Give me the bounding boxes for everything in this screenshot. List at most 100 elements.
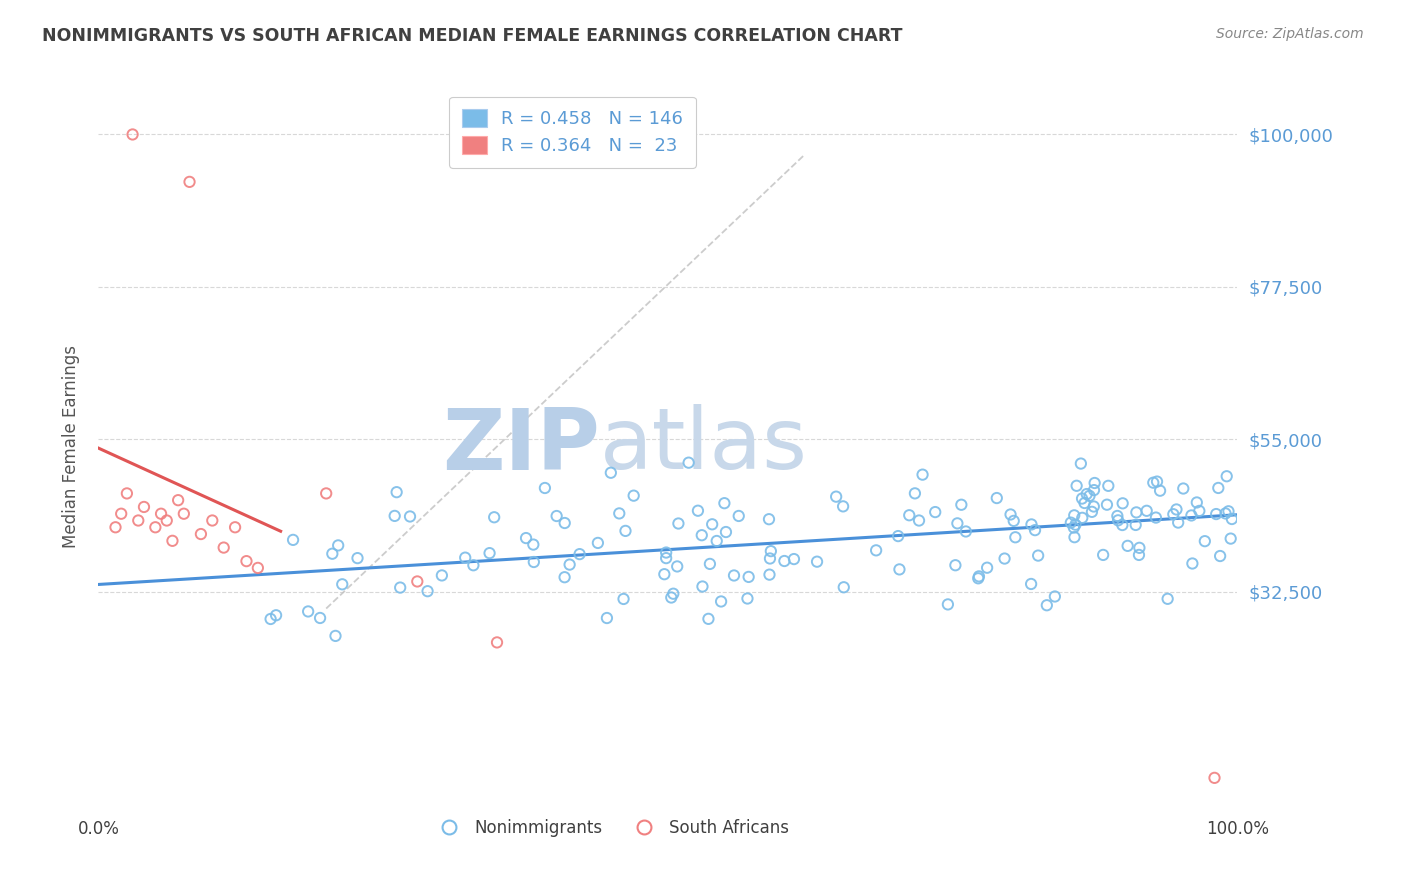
Point	[976, 560, 998, 574]
Point	[699, 557, 721, 571]
Point	[690, 528, 713, 542]
Point	[887, 529, 910, 543]
Point	[281, 533, 304, 547]
Point	[328, 538, 350, 552]
Point	[121, 128, 143, 142]
Point	[586, 536, 609, 550]
Point	[1205, 507, 1227, 521]
Point	[1136, 504, 1159, 518]
Point	[1064, 517, 1087, 532]
Point	[946, 516, 969, 531]
Point	[385, 485, 408, 500]
Point	[832, 500, 855, 514]
Point	[515, 531, 537, 545]
Point	[1142, 475, 1164, 490]
Point	[599, 466, 621, 480]
Point	[759, 551, 782, 566]
Point	[1116, 539, 1139, 553]
Point	[889, 562, 911, 576]
Point	[1128, 541, 1150, 555]
Point	[1024, 523, 1046, 537]
Text: ZIP: ZIP	[441, 404, 599, 488]
Point	[908, 514, 931, 528]
Point	[1026, 549, 1049, 563]
Point	[1111, 496, 1133, 510]
Point	[259, 612, 281, 626]
Point	[1073, 496, 1095, 510]
Point	[346, 551, 368, 566]
Point	[104, 520, 127, 534]
Point	[454, 550, 477, 565]
Point	[162, 533, 184, 548]
Point	[955, 524, 977, 539]
Point	[1163, 507, 1185, 521]
Point	[758, 512, 780, 526]
Point	[1146, 475, 1168, 489]
Point	[1194, 534, 1216, 549]
Point	[1066, 479, 1088, 493]
Point	[558, 558, 581, 572]
Point	[614, 524, 637, 538]
Point	[686, 504, 709, 518]
Point	[1107, 513, 1129, 527]
Point	[554, 516, 576, 530]
Point	[1208, 481, 1230, 495]
Point	[1021, 517, 1043, 532]
Point	[399, 509, 422, 524]
Point	[668, 516, 690, 531]
Point	[156, 514, 179, 528]
Point	[737, 591, 759, 606]
Point	[179, 175, 201, 189]
Point	[1111, 518, 1133, 533]
Point	[1063, 508, 1085, 523]
Point	[825, 490, 848, 504]
Point	[212, 541, 235, 555]
Point	[1149, 483, 1171, 498]
Point	[702, 517, 724, 532]
Point	[678, 456, 700, 470]
Point	[534, 481, 557, 495]
Point	[1215, 507, 1237, 521]
Point	[1204, 771, 1226, 785]
Point	[806, 555, 828, 569]
Y-axis label: Median Female Earnings: Median Female Earnings	[62, 344, 80, 548]
Point	[1219, 532, 1241, 546]
Point	[309, 611, 332, 625]
Point	[1173, 482, 1195, 496]
Point	[1076, 487, 1098, 501]
Point	[1070, 457, 1092, 471]
Point	[692, 580, 714, 594]
Point	[1209, 549, 1232, 563]
Point	[115, 486, 138, 500]
Point	[662, 587, 685, 601]
Point	[1166, 502, 1188, 516]
Point	[945, 558, 967, 573]
Point	[1092, 548, 1115, 562]
Point	[321, 547, 343, 561]
Point	[1036, 599, 1059, 613]
Point	[832, 580, 855, 594]
Point	[758, 567, 780, 582]
Point	[596, 611, 619, 625]
Point	[1125, 505, 1147, 519]
Point	[936, 598, 959, 612]
Point	[607, 507, 630, 521]
Point	[330, 577, 353, 591]
Point	[201, 514, 224, 528]
Point	[132, 500, 155, 514]
Point	[1063, 530, 1085, 544]
Point	[924, 505, 946, 519]
Point	[1181, 557, 1204, 571]
Point	[522, 538, 544, 552]
Point	[1063, 520, 1085, 534]
Point	[737, 570, 759, 584]
Point	[898, 508, 921, 523]
Point	[1128, 548, 1150, 562]
Point	[783, 552, 806, 566]
Point	[1180, 508, 1202, 523]
Point	[554, 570, 576, 584]
Point	[1095, 498, 1118, 512]
Point	[697, 612, 720, 626]
Point	[173, 507, 195, 521]
Point	[1188, 504, 1211, 518]
